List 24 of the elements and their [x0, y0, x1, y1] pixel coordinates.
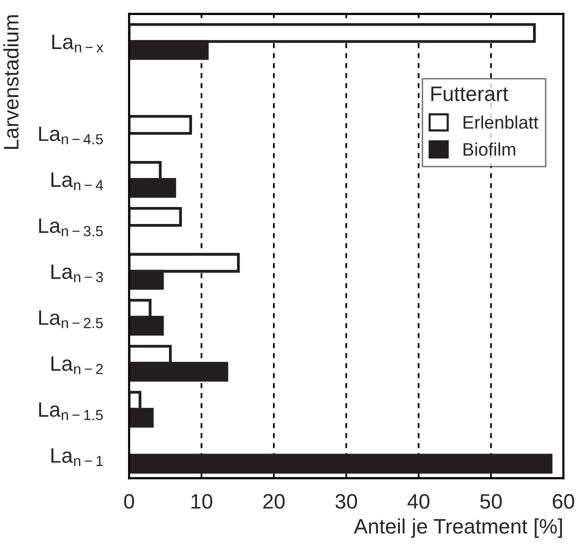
y-tick-label: La$_{n−4}$	[51, 172, 104, 190]
x-tick-label: 0	[124, 494, 134, 509]
legend-label: Biofilm	[464, 142, 516, 156]
y-tick-label: La$_{n−2}$	[51, 356, 103, 374]
x-tick-label: 20	[263, 494, 285, 509]
y-tick-label: La$_{n−3}$	[51, 264, 103, 282]
x-tick-label: 40	[408, 494, 430, 509]
x-tick-label: 30	[335, 494, 358, 509]
y-tick-label: La$_{n−4.5}$	[39, 126, 103, 144]
x-tick-label: 60	[552, 494, 574, 509]
y-tick-label: La$_{n−3.5}$	[39, 218, 103, 236]
y-tick-label: La$_{n−x}$	[52, 34, 104, 52]
bar	[129, 454, 552, 474]
legend-title: Futterart	[431, 86, 508, 102]
x-axis-title: Anteil je Treatment [%]	[354, 518, 562, 538]
bar	[129, 115, 192, 135]
x-tick-label: 50	[480, 494, 502, 509]
bar	[129, 206, 182, 227]
legend-label: Erlenblatt	[464, 115, 538, 129]
y-tick-label: La$_{n−1.5}$	[39, 402, 103, 420]
x-tick-label: 10	[191, 494, 212, 509]
y-tick-label: La$_{n−2.5}$	[39, 310, 103, 328]
y-tick-label: La$_{n−1}$	[51, 448, 103, 466]
y-axis-title: Larvenstadium	[3, 15, 19, 149]
